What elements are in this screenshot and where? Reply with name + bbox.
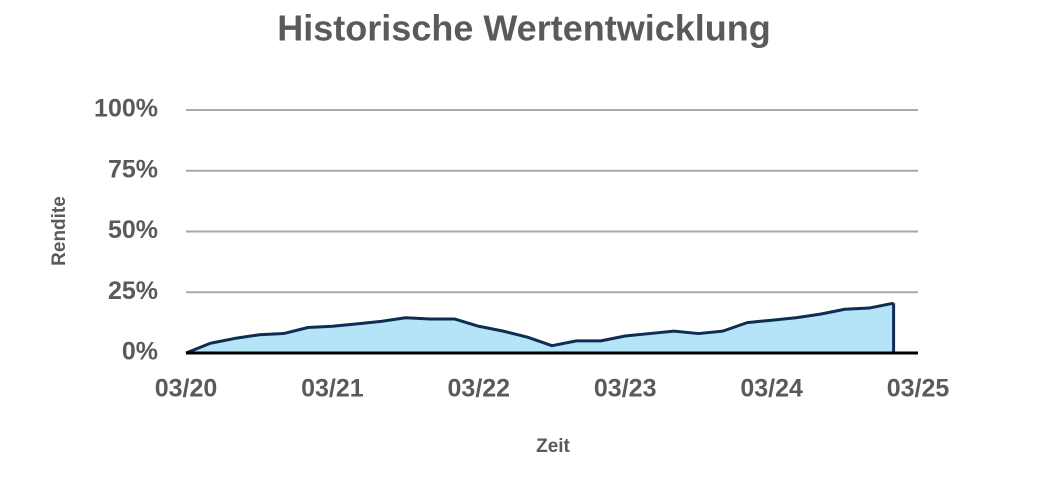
y-tick-label: 100%: [94, 95, 158, 123]
x-tick-label: 03/25: [887, 375, 950, 403]
y-axis-title: Rendite: [49, 196, 70, 266]
x-tick-label: 03/23: [594, 375, 657, 403]
x-tick-label: 03/22: [448, 375, 511, 403]
y-tick-label: 25%: [108, 277, 158, 305]
y-tick-label: 50%: [108, 216, 158, 244]
x-tick-label: 03/24: [740, 375, 803, 403]
x-axis-title: Zeit: [536, 436, 570, 457]
y-tick-label: 75%: [108, 155, 158, 183]
y-tick-label: 0%: [122, 338, 158, 366]
x-tick-label: 03/21: [301, 375, 364, 403]
area: [186, 303, 894, 353]
chart-title: Historische Wertentwicklung: [277, 8, 770, 49]
line: [185, 301, 894, 355]
x-tick-label: 03/20: [155, 375, 218, 403]
